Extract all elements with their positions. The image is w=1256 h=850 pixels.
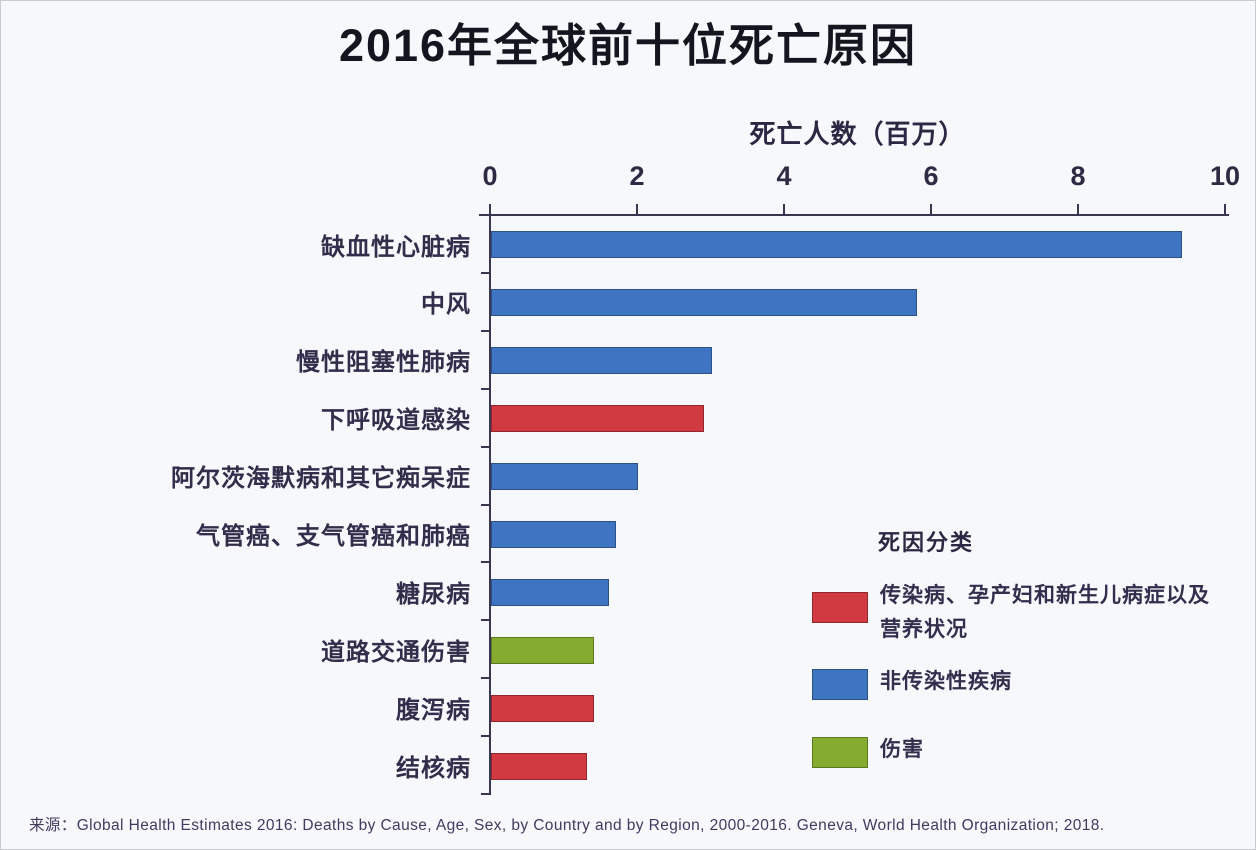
x-axis-title: 死亡人数（百万） <box>749 119 966 149</box>
legend-label-injury: 伤害 <box>880 733 924 767</box>
category-label: 气管癌、支气管癌和肺癌 <box>196 523 471 550</box>
x-tick-label: 8 <box>1070 161 1086 191</box>
category-label: 糖尿病 <box>396 580 471 608</box>
y-tick-mark <box>481 503 490 506</box>
y-tick-mark <box>481 271 490 274</box>
category-label: 结核病 <box>396 754 471 782</box>
category-label: 中风 <box>421 291 471 319</box>
bar-injury <box>491 636 594 664</box>
bar-communicable <box>491 752 587 780</box>
legend-title: 死因分类 <box>878 530 975 555</box>
category-label: 阿尔茨海默病和其它痴呆症 <box>171 465 471 493</box>
y-tick-mark <box>481 793 490 795</box>
y-tick-mark <box>481 445 490 448</box>
x-tick-mark <box>1077 204 1079 214</box>
bar-communicable <box>491 694 594 722</box>
legend-label-line: 营养状况 <box>880 618 968 641</box>
x-tick-label: 10 <box>1209 161 1241 191</box>
y-tick-mark <box>481 214 490 216</box>
legend-swatch-injury <box>812 737 868 768</box>
legend-label-communicable: 传染病、孕产妇和新生儿病症以及 营养状况 <box>880 579 1255 647</box>
category-label: 道路交通伤害 <box>321 638 471 666</box>
bar-noncommunicable <box>491 347 712 375</box>
bar-noncommunicable <box>491 520 616 548</box>
x-tick-mark <box>1224 204 1226 214</box>
bar-communicable <box>491 405 705 433</box>
category-label: 慢性阻塞性肺病 <box>296 349 471 377</box>
legend-swatch-noncommunicable <box>812 669 868 700</box>
legend-swatch-communicable <box>812 592 868 623</box>
x-tick-label: 6 <box>923 161 939 191</box>
x-tick-mark <box>636 204 638 214</box>
category-label: 下呼吸道感染 <box>321 407 471 435</box>
x-tick-label: 2 <box>629 161 645 191</box>
chart-title: 2016年全球前十位死亡原因 <box>338 20 918 71</box>
legend-label-line: 非传染性疾病 <box>880 670 1012 693</box>
y-tick-mark <box>481 387 490 390</box>
legend-label-noncommunicable: 非传染性疾病 <box>880 665 1012 699</box>
y-tick-mark <box>481 735 490 738</box>
x-tick-label: 4 <box>776 161 792 191</box>
x-tick-label: 0 <box>482 161 498 191</box>
y-tick-mark <box>481 561 490 564</box>
y-tick-mark <box>481 329 490 332</box>
source-note: 来源：Global Health Estimates 2016: Deaths … <box>29 817 1105 834</box>
y-axis-line <box>489 214 491 795</box>
legend-label-line: 传染病、孕产妇和新生儿病症以及 <box>880 584 1210 607</box>
bar-noncommunicable <box>491 463 638 491</box>
bar-noncommunicable <box>491 289 918 317</box>
y-tick-mark <box>481 619 490 622</box>
x-axis-line <box>479 214 1229 216</box>
x-tick-mark <box>489 204 491 214</box>
bar-noncommunicable <box>491 231 1182 259</box>
y-tick-mark <box>481 677 490 680</box>
x-tick-mark <box>783 204 785 214</box>
bar-noncommunicable <box>491 578 609 606</box>
category-label: 腹泻病 <box>396 696 471 724</box>
legend-label-line: 伤害 <box>880 738 924 761</box>
x-tick-mark <box>930 204 932 214</box>
category-label: 缺血性心脏病 <box>321 233 471 261</box>
